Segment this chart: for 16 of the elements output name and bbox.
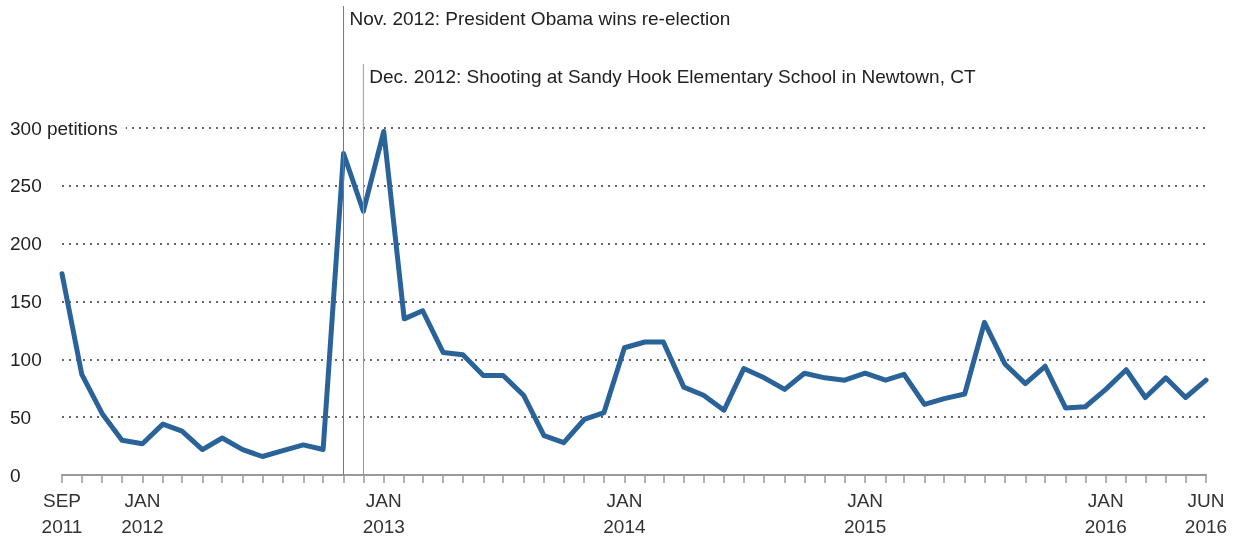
x-tick-label: JUN 2016 [1184, 489, 1228, 537]
x-tick-label: JAN 2015 [843, 489, 887, 537]
x-tick-label: SEP 2011 [41, 489, 83, 537]
y-tick-label: 50 [10, 406, 32, 428]
y-tick-label: 200 [10, 233, 42, 255]
x-tick-label: JAN 2014 [603, 489, 646, 537]
x-tick-label: JAN 2013 [362, 489, 405, 537]
y-tick-label: 0 [10, 464, 21, 486]
ref-line-label: Nov. 2012: President Obama wins re-election [349, 8, 731, 29]
x-tick-label: JAN 2016 [1084, 489, 1127, 537]
y-tick-label: 150 [10, 291, 42, 312]
x-tick-label: JAN 2012 [121, 489, 164, 537]
y-tick-label: 300 petitions [10, 117, 118, 139]
ref-line-label: Dec. 2012: Shooting at Sandy Hook Elementary School in Newtown, CT [369, 66, 976, 87]
y-tick-label: 250 [10, 175, 42, 197]
y-tick-label: 100 [10, 348, 42, 370]
